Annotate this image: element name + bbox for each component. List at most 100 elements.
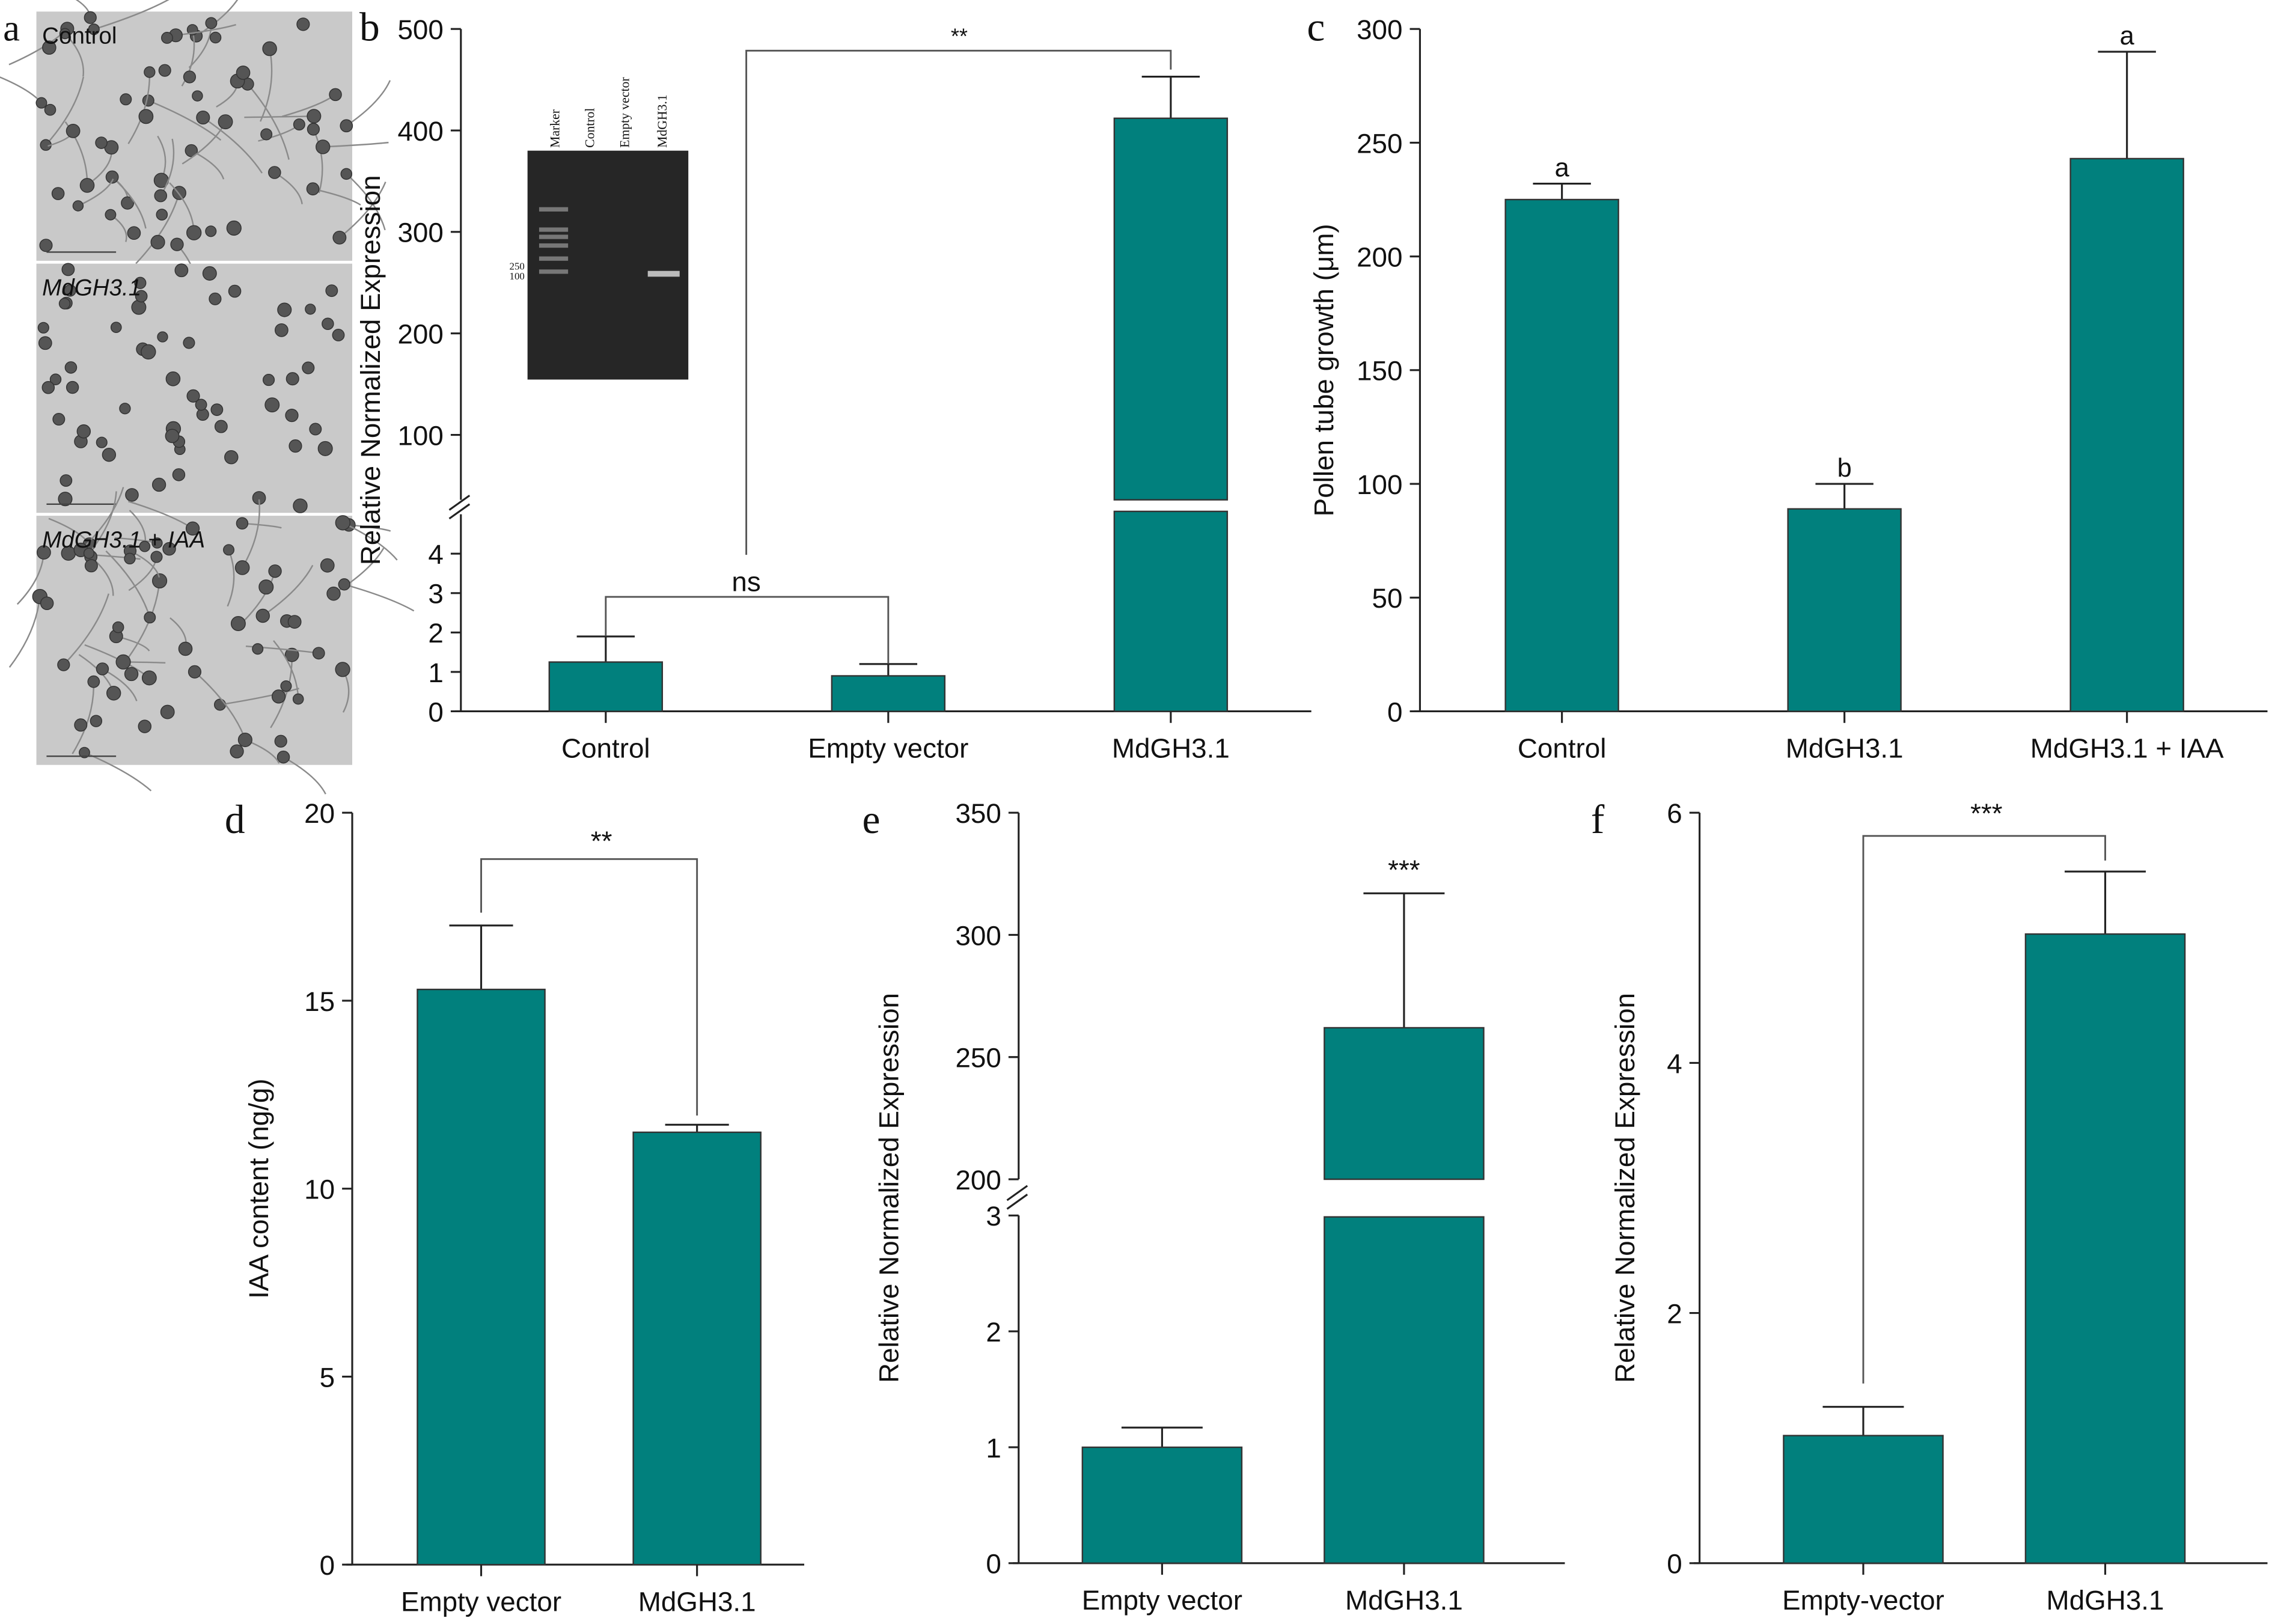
pollen-grain [141,670,157,686]
x-tick-label: MdGH3.1 [638,1586,756,1617]
bar [1787,508,1902,712]
pollen-grain [332,329,345,341]
pollen-tube [160,138,175,197]
gel-lane-label: MdGH3.1 [655,94,670,148]
pollen-tube [342,522,398,561]
pollen-grain [59,28,71,40]
pollen-grain [205,225,217,237]
y-tick-label: 200 [955,1165,1001,1195]
y-tick-label: 100 [397,420,443,451]
pollen-grain [170,237,184,251]
pollen-grain [214,420,228,433]
significance-letter: a [1555,153,1570,182]
pollen-tube [0,76,42,103]
bar-group [831,663,946,712]
y-tick-label: 4 [1667,1048,1682,1079]
micrograph-background [36,263,353,513]
panel-letter: e [862,797,880,842]
marker-band [539,234,569,239]
pollen-grain [280,680,292,692]
pollen-grain [284,647,299,662]
pollen-grain [110,322,122,334]
pollen-grain [154,189,168,203]
y-tick-label: 6 [1667,798,1682,829]
pollen-grain [131,299,147,315]
pollen-grain [264,397,280,413]
micrograph-label: MdGH3.1 + IAA [42,527,205,553]
pollen-grain [96,662,109,676]
panel-letter: c [1307,4,1325,49]
pollen-grain [64,361,78,374]
pollen-grain [188,665,202,679]
pollen-grain [58,492,73,507]
pollen-grain [83,548,95,559]
y-tick-label: 4 [428,539,443,570]
pollen-grain [106,686,121,701]
pollen-grain [127,226,141,240]
bar-upper-segment [1113,117,1229,501]
pollen-grain [209,292,222,305]
pollen-grain [236,66,251,80]
pollen-grain [41,381,55,394]
x-tick-label: MdGH3.1 [2047,1585,2164,1616]
pollen-tube [219,688,299,706]
significance-letter: b [1837,454,1852,483]
pollen-grain [90,715,103,727]
pollen-grain [260,128,273,141]
pollen-grain [139,540,151,552]
significance-bracket [605,596,890,664]
panel-letter: f [1591,797,1605,842]
gel-lane-label: Control [583,108,597,148]
panel-e-chart: e 0 1 2 3 200 250 300 350 Relative Normalized Exp… [862,797,1565,1616]
pollen-grain [287,615,302,629]
gel-lane-label: Marker [548,109,563,148]
pollen-grain [162,542,176,556]
pollen-grain [138,109,154,124]
y-tick-label: 2 [1667,1298,1682,1329]
significance-label: *** [1388,855,1420,885]
pollen-grain [161,32,173,44]
pollen-grain [306,182,320,196]
pollen-grain [95,136,108,149]
pollen-grain [302,361,315,374]
bar-group [1081,1426,1243,1564]
x-tick-label: Empty-vector [1782,1585,1944,1616]
panel-c-chart: c 0 50 100 150 200 250 300 Pollen tube growth (μ… [1307,4,2268,764]
x-tick-label: Control [1518,733,1607,764]
pollen-grain [218,114,233,130]
pollen-grain [307,123,320,136]
bar-group [417,924,546,1566]
pollen-grain [51,187,65,200]
pollen-tube [64,33,85,77]
marker-size-label: 100 [510,270,525,282]
gel-lane-label: Empty vector [617,77,632,148]
pollen-tube [148,100,222,141]
significance-letter: a [2120,22,2135,50]
y-tick-label: 0 [320,1550,335,1581]
pollen-grain [84,559,98,573]
y-tick-label: 400 [397,116,443,147]
x-tick-label: MdGH3.1 [1345,1585,1463,1616]
pollen-tube [282,756,326,795]
product-band [647,270,680,277]
pollen-grain [223,544,235,556]
panel-b-chart: b 0 1 2 3 4 100 200 300 400 500 Relative Normalized… [355,4,1312,764]
pollen-grain [66,380,79,394]
y-tick-label: 100 [1357,469,1402,500]
pollen-grain [209,31,222,44]
pollen-grain [37,322,49,334]
pollen-grain [58,298,71,310]
bar-lower-segment [1324,1216,1485,1564]
pollen-grain [79,746,90,759]
y-axis-label: Relative Normalized Expression [874,993,905,1383]
pollen-grain [121,196,135,210]
bar-group [1113,75,1229,712]
y-tick-label: 350 [955,798,1001,829]
pollen-grain [205,17,218,29]
pollen-grain [271,689,286,704]
pollen-grain [274,323,289,337]
pollen-tube [194,671,245,737]
pollen-tube [313,129,323,194]
pollen-grain [228,284,242,298]
